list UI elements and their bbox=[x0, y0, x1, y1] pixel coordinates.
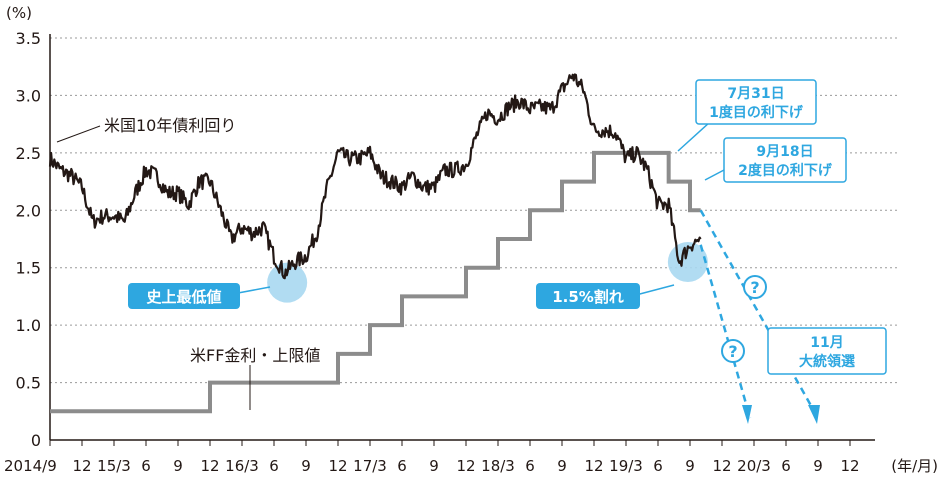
x-tick-label: 12 bbox=[840, 457, 859, 475]
x-tick-label: 9 bbox=[685, 457, 695, 475]
y-tick-label: 2.5 bbox=[16, 144, 41, 163]
x-tick-label: 19/3 bbox=[609, 457, 643, 475]
y-tick-label: 1.0 bbox=[16, 316, 41, 335]
y-tick-label: 0.5 bbox=[16, 374, 41, 393]
x-tick-label: 6 bbox=[397, 457, 407, 475]
y-axis-unit: (%) bbox=[6, 4, 32, 22]
x-tick-label: 9 bbox=[301, 457, 311, 475]
callout-leader bbox=[635, 284, 675, 296]
x-tick-label: 6 bbox=[269, 457, 279, 475]
series-label-10y-yield: 米国10年債利回り bbox=[104, 116, 236, 135]
series-label-ff-rate: 米FF金利・上限値 bbox=[190, 346, 320, 365]
callout-election-month: 11月 bbox=[810, 335, 843, 351]
callout-box-election bbox=[767, 327, 887, 375]
x-tick-label: 12 bbox=[200, 457, 219, 475]
forecast-arrowhead-1 bbox=[742, 405, 752, 424]
forecast-arrow-2 bbox=[699, 209, 820, 419]
y-tick-label: 1.5 bbox=[16, 259, 41, 278]
series-label-leader bbox=[56, 125, 101, 143]
x-tick-label: 12 bbox=[584, 457, 603, 475]
x-tick-label: 12 bbox=[72, 457, 91, 475]
callout-leader bbox=[677, 121, 711, 152]
x-tick-label: 15/3 bbox=[97, 457, 131, 475]
x-tick-label: 9 bbox=[173, 457, 183, 475]
x-tick-label: 6 bbox=[781, 457, 791, 475]
x-tick-label: 12 bbox=[712, 457, 731, 475]
x-tick-label: 12 bbox=[328, 457, 347, 475]
forecast-arrowhead-2 bbox=[808, 405, 820, 424]
callout-box-below-15 bbox=[536, 283, 640, 309]
y-tick-label: 3.5 bbox=[16, 29, 41, 48]
callout-leader bbox=[704, 169, 725, 181]
y-tick-label: 2.0 bbox=[16, 201, 41, 220]
x-tick-label: 6 bbox=[653, 457, 663, 475]
x-tick-label: 18/3 bbox=[481, 457, 515, 475]
question-mark: ? bbox=[750, 278, 759, 297]
question-mark-circle bbox=[743, 275, 767, 299]
callout-cut2-date: 9月18日 bbox=[756, 144, 813, 160]
callout-below-15: 1.5%割れ bbox=[552, 288, 624, 306]
forecast-arrow-1 bbox=[699, 244, 752, 419]
x-tick-label: 16/3 bbox=[225, 457, 259, 475]
x-tick-label: 9 bbox=[429, 457, 439, 475]
callout-election-label: 大統領選 bbox=[799, 353, 855, 370]
x-tick-label: 6 bbox=[525, 457, 535, 475]
x-tick-label: 9 bbox=[557, 457, 567, 475]
x-tick-label: 17/3 bbox=[353, 457, 387, 475]
series-line-10y-yield bbox=[48, 73, 702, 280]
x-tick-label: 20/3 bbox=[737, 457, 771, 475]
x-tick-label: 2014/9 bbox=[4, 457, 57, 475]
callout-cut2-label: 2度目の利下げ bbox=[738, 162, 833, 179]
callout-cut1-date: 7月31日 bbox=[727, 86, 784, 102]
question-mark-circle bbox=[721, 339, 745, 363]
callout-leader bbox=[237, 286, 271, 294]
y-tick-label: 3.0 bbox=[16, 86, 41, 105]
callout-box-record-low bbox=[128, 283, 240, 309]
x-axis-unit: (年/月) bbox=[891, 457, 938, 475]
question-mark: ? bbox=[728, 342, 737, 361]
x-tick-label: 6 bbox=[141, 457, 151, 475]
y-tick-label: 0 bbox=[31, 431, 41, 450]
callout-box-cut1 bbox=[695, 79, 817, 125]
record-low-circle bbox=[267, 262, 308, 303]
callout-box-cut2 bbox=[723, 137, 847, 183]
callout-cut1-label: 1度目の利下げ bbox=[709, 104, 804, 121]
series-line-ff-rate bbox=[50, 150, 701, 414]
x-tick-label: 9 bbox=[813, 457, 823, 475]
callout-record-low: 史上最低値 bbox=[146, 288, 221, 306]
x-tick-label: 12 bbox=[456, 457, 475, 475]
